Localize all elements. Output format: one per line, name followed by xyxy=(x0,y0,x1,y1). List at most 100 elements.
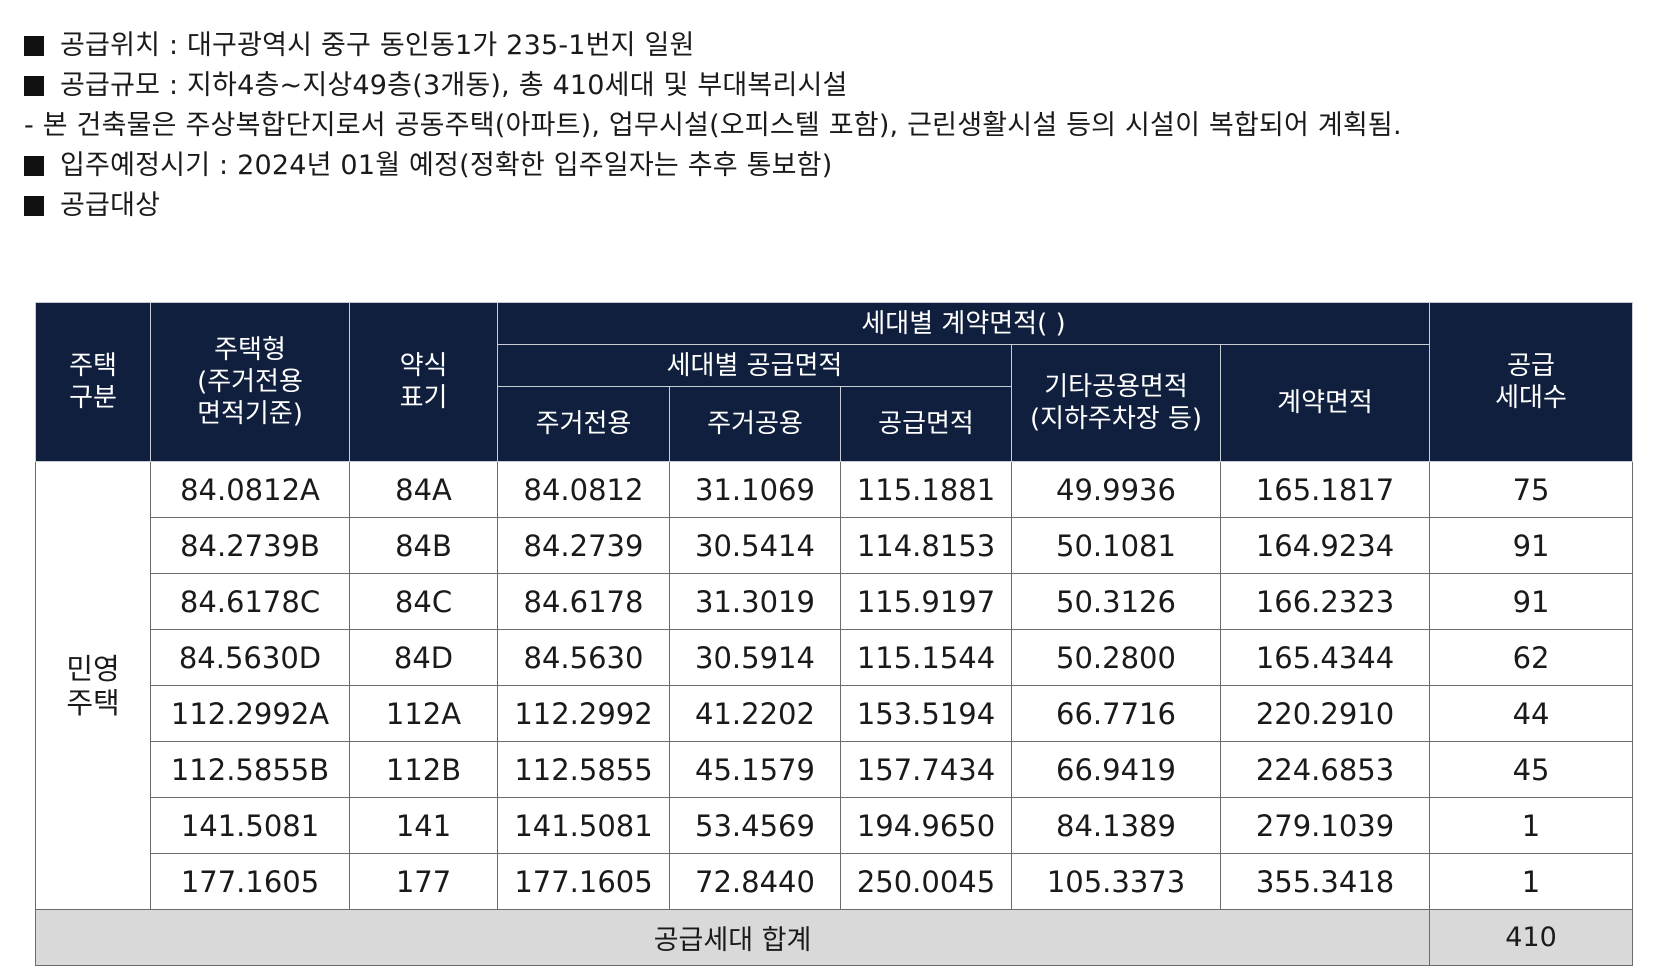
cell-type: 141.5081 xyxy=(150,797,350,854)
cell-common: 30.5914 xyxy=(669,629,841,686)
table-row: 84.6178C 84C 84.6178 31.3019 115.9197 50.3126… xyxy=(36,573,1634,630)
cell-contract: 279.1039 xyxy=(1219,797,1431,854)
category-cell: 민영 주택 xyxy=(35,461,151,910)
cell-contract: 165.1817 xyxy=(1219,461,1431,518)
cell-type: 84.0812A xyxy=(150,461,350,518)
move-in-line: 입주예정시기 : 2024년 01월 예정(정확한 입주일자는 추후 통보함) xyxy=(24,146,1634,186)
cell-households: 1 xyxy=(1429,853,1634,910)
total-label: 공급세대 합계 xyxy=(34,909,1431,966)
cell-other: 50.3126 xyxy=(1011,573,1221,630)
black-square-bullet-icon xyxy=(24,36,44,56)
table-row: 민영 주택 84.0812A 84A 84.0812 31.1069 115.1881 49.… xyxy=(35,461,1634,910)
cell-other: 49.9936 xyxy=(1011,461,1221,518)
header-common: 주거공용 xyxy=(669,386,841,462)
building-description: - 본 건축물은 주상복합단지로서 공동주택(아파트), 업무시설(오피스텔 포… xyxy=(24,110,1402,141)
cell-contract: 355.3418 xyxy=(1219,853,1431,910)
cell-short: 84A xyxy=(349,461,498,518)
cell-exclusive: 112.2992 xyxy=(497,685,670,742)
cell-other: 50.1081 xyxy=(1011,517,1221,574)
cell-type: 84.5630D xyxy=(150,629,350,686)
cell-short: 112B xyxy=(349,741,498,798)
table-row: 177.1605 177 177.1605 72.8440 250.0045 105.33… xyxy=(36,853,1634,910)
supply-scale-text: 공급규모 : 지하4층~지상49층(3개동), 총 410세대 및 부대복리시설 xyxy=(60,70,848,101)
cell-supply: 153.5194 xyxy=(840,685,1012,742)
move-in-text: 입주예정시기 : 2024년 01월 예정(정확한 입주일자는 추후 통보함) xyxy=(60,150,833,181)
cell-households: 45 xyxy=(1429,741,1634,798)
cell-supply: 114.8153 xyxy=(840,517,1012,574)
cell-exclusive: 177.1605 xyxy=(497,853,670,910)
header-short-label: 약식 표기 xyxy=(349,302,498,462)
total-value: 410 xyxy=(1429,909,1634,966)
cell-common: 30.5414 xyxy=(669,517,841,574)
cell-other: 84.1389 xyxy=(1011,797,1221,854)
cell-short: 141 xyxy=(349,797,498,854)
black-square-bullet-icon xyxy=(24,156,44,176)
intro-section: 공급위치 : 대구광역시 중구 동인동1가 235-1번지 일원 공급규모 : … xyxy=(24,26,1634,226)
header-supply-area-group: 세대별 공급면적 xyxy=(497,344,1012,387)
cell-households: 91 xyxy=(1429,573,1634,630)
header-house-type: 주택 구분 xyxy=(35,302,151,462)
cell-common: 72.8440 xyxy=(669,853,841,910)
cell-exclusive: 84.0812 xyxy=(497,461,670,518)
cell-short: 177 xyxy=(349,853,498,910)
cell-type: 177.1605 xyxy=(150,853,350,910)
cell-other: 50.2800 xyxy=(1011,629,1221,686)
header-exclusive: 주거전용 xyxy=(497,386,670,462)
total-row: 공급세대 합계 410 xyxy=(34,909,1634,966)
cell-households: 1 xyxy=(1429,797,1634,854)
cell-supply: 115.1881 xyxy=(840,461,1012,518)
cell-contract: 224.6853 xyxy=(1219,741,1431,798)
cell-common: 31.1069 xyxy=(669,461,841,518)
cell-type: 112.5855B xyxy=(150,741,350,798)
cell-exclusive: 141.5081 xyxy=(497,797,670,854)
table-row: 84.2739B 84B 84.2739 30.5414 114.8153 50.1081… xyxy=(36,517,1634,574)
cell-type: 112.2992A xyxy=(150,685,350,742)
cell-contract: 220.2910 xyxy=(1219,685,1431,742)
black-square-bullet-icon xyxy=(24,196,44,216)
cell-exclusive: 84.6178 xyxy=(497,573,670,630)
table-row: 112.2992A 112A 112.2992 41.2202 153.5194 66.7… xyxy=(36,685,1634,742)
header-supply-area: 공급면적 xyxy=(840,386,1012,462)
cell-exclusive: 84.5630 xyxy=(497,629,670,686)
cell-other: 66.9419 xyxy=(1011,741,1221,798)
cell-supply: 157.7434 xyxy=(840,741,1012,798)
header-other-common: 기타공용면적 (지하주차장 등) xyxy=(1011,344,1221,462)
cell-contract: 164.9234 xyxy=(1219,517,1431,574)
cell-households: 44 xyxy=(1429,685,1634,742)
cell-other: 66.7716 xyxy=(1011,685,1221,742)
supply-table: 주택 구분 주택형 (주거전용 면적기준) 약식 표기 세대별 계약면적( ) … xyxy=(34,302,1634,966)
header-contract-area: 계약면적 xyxy=(1219,344,1431,462)
cell-contract: 166.2323 xyxy=(1219,573,1431,630)
header-unit-type: 주택형 (주거전용 면적기준) xyxy=(150,302,350,462)
supply-target-text: 공급대상 xyxy=(60,190,161,221)
table-body: 민영 주택 84.0812A 84A 84.0812 31.1069 115.1881 49.… xyxy=(35,461,1634,910)
header-contract-area-group: 세대별 계약면적( ) xyxy=(496,302,1431,345)
cell-supply: 115.9197 xyxy=(840,573,1012,630)
supply-location-text: 공급위치 : 대구광역시 중구 동인동1가 235-1번지 일원 xyxy=(60,30,695,61)
cell-exclusive: 112.5855 xyxy=(497,741,670,798)
cell-supply: 115.1544 xyxy=(840,629,1012,686)
header-households: 공급 세대수 xyxy=(1429,302,1634,462)
cell-contract: 165.4344 xyxy=(1219,629,1431,686)
cell-households: 75 xyxy=(1429,461,1634,518)
cell-short: 84C xyxy=(349,573,498,630)
table-row: 141.5081 141 141.5081 53.4569 194.9650 84.138… xyxy=(36,797,1634,854)
cell-supply: 250.0045 xyxy=(840,853,1012,910)
cell-households: 91 xyxy=(1429,517,1634,574)
cell-common: 53.4569 xyxy=(669,797,841,854)
table-row: 84.5630D 84D 84.5630 30.5914 115.1544 50.2800… xyxy=(36,629,1634,686)
black-square-bullet-icon xyxy=(24,76,44,96)
cell-common: 41.2202 xyxy=(669,685,841,742)
supply-scale-line: 공급규모 : 지하4층~지상49층(3개동), 총 410세대 및 부대복리시설 xyxy=(24,66,1634,106)
cell-type: 84.6178C xyxy=(150,573,350,630)
cell-type: 84.2739B xyxy=(150,517,350,574)
cell-short: 112A xyxy=(349,685,498,742)
cell-common: 45.1579 xyxy=(669,741,841,798)
cell-other: 105.3373 xyxy=(1011,853,1221,910)
cell-supply: 194.9650 xyxy=(840,797,1012,854)
cell-common: 31.3019 xyxy=(669,573,841,630)
supply-location-line: 공급위치 : 대구광역시 중구 동인동1가 235-1번지 일원 xyxy=(24,26,1634,66)
cell-households: 62 xyxy=(1429,629,1634,686)
cell-exclusive: 84.2739 xyxy=(497,517,670,574)
supply-target-line: 공급대상 xyxy=(24,186,1634,226)
